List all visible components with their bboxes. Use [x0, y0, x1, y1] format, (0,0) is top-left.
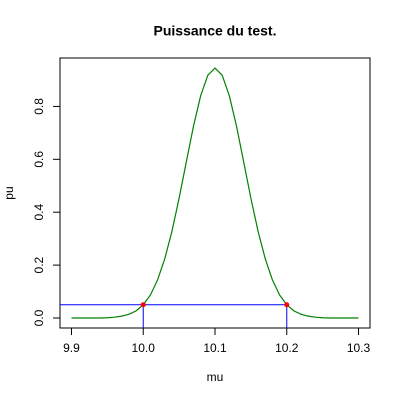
x-tick-label: 10.1 [203, 341, 227, 355]
y-tick-label: 0.2 [32, 256, 46, 273]
x-axis-label: mu [207, 370, 224, 384]
y-tick-label: 0.8 [32, 98, 46, 115]
bound-point [284, 302, 290, 308]
x-tick-label: 10.0 [132, 341, 156, 355]
power-curve [71, 67, 359, 319]
x-tick-label: 10.2 [275, 341, 299, 355]
y-tick-label: 0.4 [32, 204, 46, 221]
y-tick-label: 0.6 [32, 151, 46, 168]
y-axis-label: pu [2, 186, 16, 199]
y-tick-label: 0.0 [32, 309, 46, 326]
chart-title: Puissance du test. [154, 23, 277, 39]
x-tick-label: 10.3 [347, 341, 371, 355]
bound-point [140, 302, 146, 308]
x-tick-label: 9.9 [63, 341, 80, 355]
